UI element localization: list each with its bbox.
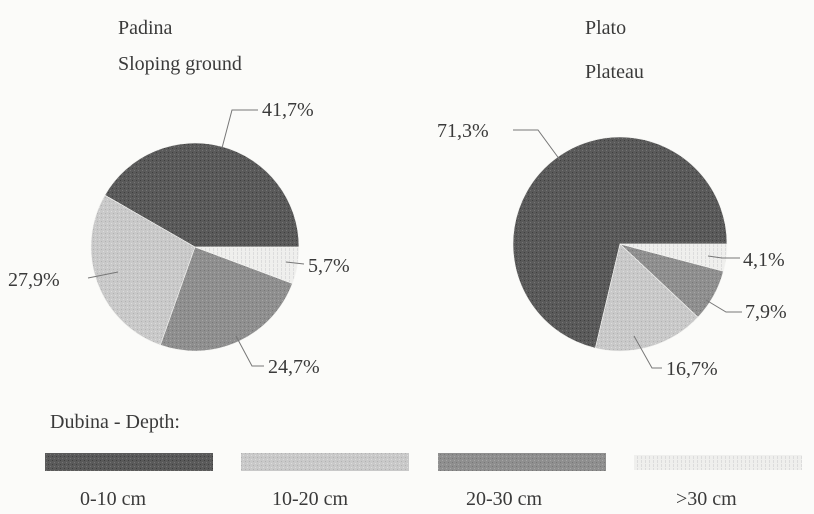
pie-1-value-label-over-30: 5,7% bbox=[308, 255, 350, 277]
legend-swatch-20-30 bbox=[438, 453, 606, 471]
pie-2-leader-line-20-30 bbox=[705, 299, 742, 313]
pie-1-slice-over-30 bbox=[194, 246, 300, 284]
legend-label-10-20: 10-20 cm bbox=[272, 488, 349, 510]
legend-swatch-over-30 bbox=[634, 455, 802, 470]
pie-chart-sloping-ground: 41,7% 27,9% 24,7% 5,7% bbox=[8, 99, 350, 378]
legend-title: Dubina - Depth: bbox=[50, 411, 180, 433]
chart-1-title: Padina bbox=[118, 17, 173, 39]
chart-1-subtitle: Sloping ground bbox=[118, 53, 242, 75]
pie-1-leader-line-0-10 bbox=[221, 109, 258, 149]
pie-1-value-label-0-10: 41,7% bbox=[262, 99, 314, 121]
pie-1-value-label-20-30: 24,7% bbox=[268, 356, 320, 378]
pie-2-leader-line-10-20 bbox=[633, 335, 662, 369]
chart-2-subtitle: Plateau bbox=[585, 61, 644, 83]
pie-1-leader-line-20-30 bbox=[235, 335, 264, 367]
pie-1-value-label-10-20: 27,9% bbox=[8, 269, 60, 291]
legend-label-over-30: >30 cm bbox=[676, 488, 737, 510]
legend-swatch-10-20 bbox=[241, 453, 409, 471]
pie-1-leader-line-over-30 bbox=[285, 261, 305, 265]
legend-label-20-30: 20-30 cm bbox=[466, 488, 543, 510]
pie-2-slice-0-10 bbox=[512, 136, 728, 349]
pie-2-value-label-0-10: 71,3% bbox=[437, 120, 489, 142]
pie-2-value-label-10-20: 16,7% bbox=[666, 358, 718, 380]
chart-2-title: Plato bbox=[585, 17, 626, 39]
legend-label-0-10: 0-10 cm bbox=[80, 488, 147, 510]
pie-1-slice-10-20 bbox=[90, 194, 196, 346]
pie-2-value-label-over-30: 4,1% bbox=[743, 249, 785, 271]
pie-2-slice-10-20 bbox=[594, 243, 699, 352]
legend-swatch-0-10 bbox=[45, 453, 213, 471]
pie-2-leader-line-0-10 bbox=[513, 129, 561, 161]
pie-2-leader-line-over-30 bbox=[707, 255, 740, 259]
pie-chart-plateau: 71,3% 16,7% 7,9% 4,1% bbox=[437, 120, 787, 380]
pie-1-leader-line-10-20 bbox=[87, 271, 119, 279]
legend: 0-10 cm 10-20 cm 20-30 cm >30 cm bbox=[45, 453, 802, 510]
pie-1-slice-0-10 bbox=[104, 142, 300, 248]
pie-2-value-label-20-30: 7,9% bbox=[745, 301, 787, 323]
